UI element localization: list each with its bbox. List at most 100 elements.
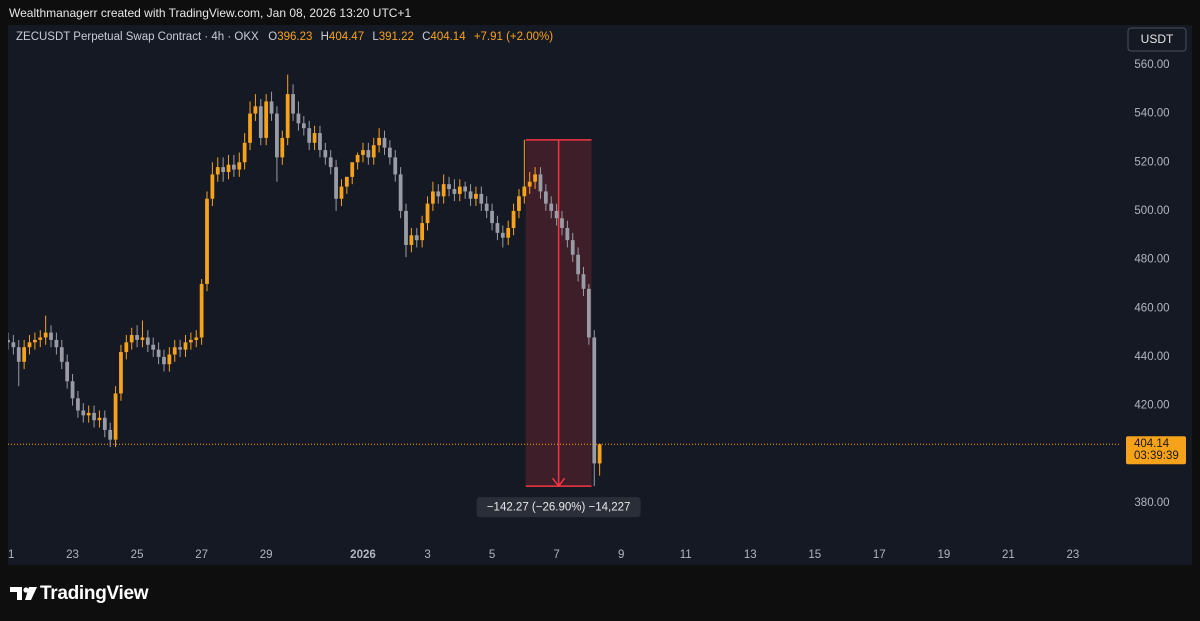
- candle-body: [586, 288, 591, 338]
- candle-body: [334, 167, 338, 199]
- candle-body: [307, 128, 312, 143]
- x-tick-label: 15: [808, 549, 821, 561]
- candle-body: [145, 337, 150, 345]
- x-tick-label: 11: [680, 549, 692, 561]
- candle-body: [221, 167, 226, 172]
- x-tick-label: 23: [66, 549, 79, 561]
- x-tick-label: 19: [937, 549, 950, 561]
- ohlc-value: 404.47: [328, 31, 365, 43]
- candle-body: [248, 113, 252, 143]
- ohlc-letter: C: [422, 31, 431, 43]
- candle-body: [43, 332, 48, 338]
- y-tick-label: 480.00: [1134, 254, 1169, 266]
- x-tick-label: 2026: [350, 549, 376, 561]
- candle-body: [474, 193, 478, 199]
- candle-body: [113, 393, 118, 440]
- candle-body: [339, 186, 344, 199]
- measure-arrowhead: [552, 477, 566, 488]
- candle-body: [70, 381, 75, 399]
- price-label: 404.14: [1134, 438, 1170, 450]
- candle-body: [135, 335, 139, 340]
- candle-body: [431, 191, 435, 204]
- candle-body: [393, 157, 398, 175]
- candle-body: [33, 339, 37, 343]
- candle-body: [468, 191, 473, 199]
- candle-body: [414, 235, 419, 241]
- candle-body: [328, 157, 333, 168]
- y-tick-label: 380.00: [1134, 497, 1169, 509]
- plot-area: 21 23 25 27 29 2026 3 5 7 9 11 13 15 17 19 21 23 −142.27 …: [8, 74, 1120, 565]
- candle-body: [457, 186, 462, 194]
- candle-body: [194, 337, 199, 340]
- candle-body: [517, 196, 521, 211]
- x-tick-label: 17: [873, 549, 886, 561]
- chart-panel: [8, 25, 1192, 565]
- candle-body: [463, 186, 468, 192]
- candle-body: [49, 332, 53, 340]
- candle-body: [506, 227, 511, 238]
- candle-body: [479, 193, 484, 204]
- candle-body: [167, 354, 172, 365]
- candle-body: [178, 347, 182, 350]
- candle-body: [597, 444, 602, 464]
- currency-box[interactable]: [1127, 27, 1187, 52]
- candle-body: [232, 164, 236, 170]
- x-tick-label: 9: [618, 549, 624, 561]
- candle-body: [533, 174, 537, 182]
- measure-label: −142.27 (−26.90%) −14,227: [487, 502, 631, 514]
- y-tick-label: 540.00: [1134, 108, 1169, 120]
- candle-body: [441, 184, 446, 197]
- candle-body: [576, 254, 581, 275]
- candle-body: [183, 342, 188, 350]
- candle-body: [226, 164, 231, 172]
- candle-body: [275, 113, 279, 158]
- ohlc-letter: O: [268, 31, 278, 43]
- candle-body: [264, 101, 269, 138]
- candle-body: [549, 203, 554, 211]
- candle-body: [16, 347, 21, 362]
- currency: USDT: [1141, 32, 1174, 46]
- candle-body: [237, 162, 242, 170]
- candle-body: [495, 223, 500, 233]
- candle-body: [162, 356, 166, 365]
- candle-body: [560, 218, 564, 228]
- countdown: 03:39:39: [1134, 450, 1179, 462]
- candle-body: [301, 123, 306, 129]
- candle-body: [280, 137, 285, 158]
- candle-body: [371, 145, 376, 158]
- y-tick-label: 420.00: [1134, 400, 1169, 412]
- x-tick-label: 27: [195, 549, 208, 561]
- candle-body: [119, 352, 123, 394]
- candle-body: [543, 191, 548, 204]
- candle-body: [140, 337, 145, 340]
- candle-body: [242, 142, 247, 163]
- candle-body: [318, 133, 322, 151]
- y-tick-label: 500.00: [1134, 205, 1169, 217]
- candle-body: [377, 137, 381, 146]
- candle-body: [205, 198, 209, 284]
- candle-body: [484, 203, 489, 211]
- logo-dot: [23, 587, 29, 593]
- candle-body: [253, 106, 258, 114]
- candle-body: [355, 154, 360, 163]
- brand-name: TradingView: [40, 583, 149, 604]
- candle-body: [344, 176, 349, 187]
- ohlc-value: 396.23: [277, 31, 313, 43]
- candle-body: [199, 283, 204, 338]
- candle-body: [409, 235, 414, 245]
- price-axis: 380.00400.00420.00440.00460.00480.00500.…: [1120, 59, 1186, 509]
- candle-body: [511, 210, 516, 228]
- candle-body: [387, 147, 392, 158]
- candle-body: [54, 339, 59, 348]
- x-tick-label: 5: [489, 549, 495, 561]
- candle-body: [296, 113, 301, 124]
- candle-body: [527, 181, 532, 187]
- x-tick-label: 7: [553, 549, 559, 561]
- candle-body: [500, 232, 505, 238]
- candle-body: [102, 417, 107, 430]
- y-tick-label: 520.00: [1134, 156, 1169, 168]
- candle-body: [565, 227, 570, 241]
- candle-body: [124, 342, 129, 353]
- candle-body: [404, 210, 408, 245]
- candle-body: [108, 429, 113, 440]
